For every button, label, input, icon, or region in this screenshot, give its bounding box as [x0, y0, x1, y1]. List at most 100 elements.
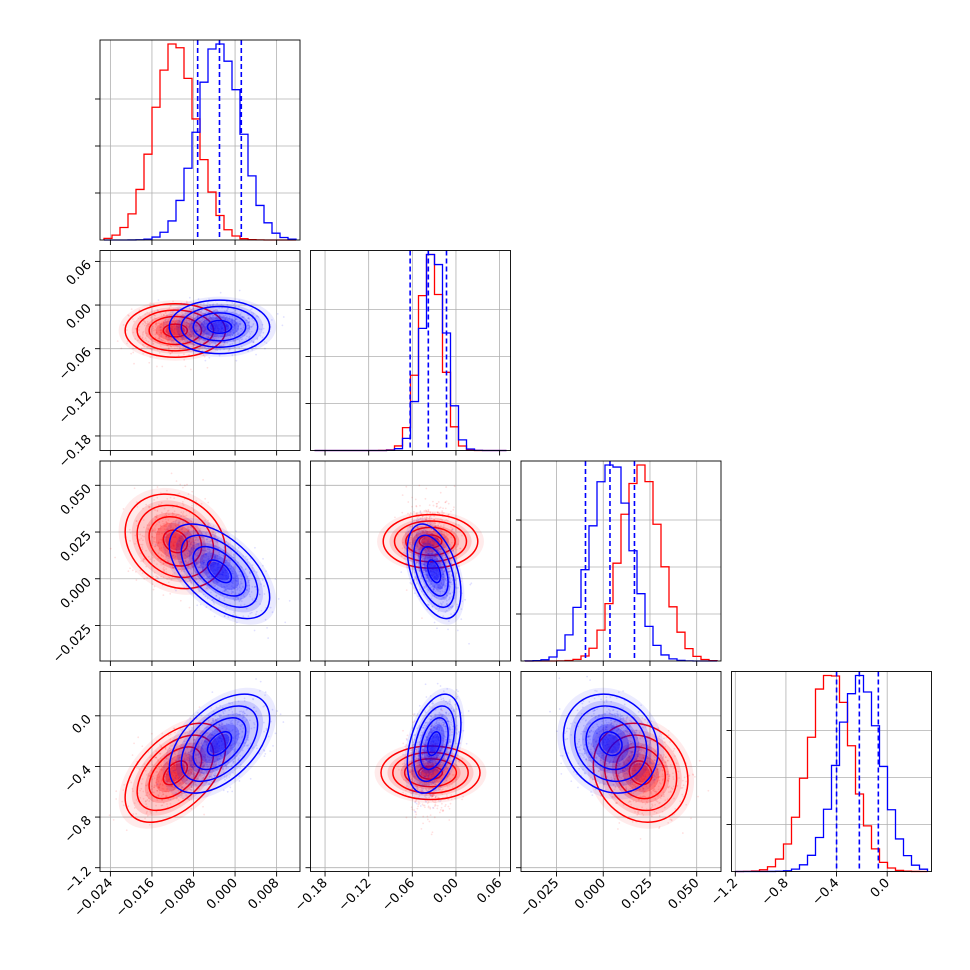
blue-sample-point [229, 568, 232, 570]
red-sample-point [217, 323, 220, 326]
blue-sample-point [225, 590, 228, 593]
blue-sample-point [228, 564, 230, 567]
red-sample-point [109, 547, 112, 550]
red-sample-point [171, 506, 174, 509]
blue-sample-point [234, 577, 237, 580]
red-density-fill [401, 525, 460, 558]
blue-sample-point [413, 579, 416, 581]
red-sample-point [176, 325, 179, 328]
red-sample-point [191, 490, 194, 493]
red-sample-point [416, 560, 419, 563]
red-sample-point [180, 561, 183, 564]
blue-sample-point [201, 330, 204, 333]
red-sample-point [143, 535, 145, 538]
blue-sample-point [197, 543, 200, 546]
blue-sample-point [282, 721, 285, 723]
blue-sample-point [437, 586, 440, 589]
red-sample-point [441, 519, 444, 522]
blue-sample-point [218, 551, 221, 554]
red-sample-point [425, 576, 428, 579]
blue-sample-point [205, 571, 208, 574]
red-sample-point [430, 580, 433, 582]
red-sample-point [141, 745, 144, 748]
red-sample-point [192, 335, 195, 338]
blue-sample-point [433, 585, 436, 588]
blue-sample-point [208, 341, 210, 344]
blue-sample-point [266, 626, 268, 629]
red-sample-point [172, 544, 175, 547]
red-sample-point [433, 572, 436, 575]
blue-sample-point [188, 332, 190, 334]
blue-sample-point [248, 326, 251, 329]
blue-sample-point [439, 590, 442, 593]
blue-sample-point [245, 588, 248, 591]
red-sample-point [184, 560, 186, 562]
red-sample-point [134, 327, 137, 330]
blue-sample-point [448, 581, 451, 583]
blue-sample-point [220, 329, 223, 332]
blue-sample-point [220, 344, 223, 347]
blue-sample-point [261, 579, 264, 581]
blue-sample-point [228, 348, 231, 351]
red-sample-point [173, 572, 176, 574]
blue-sample-point [197, 551, 200, 554]
blue-sample-point [265, 570, 268, 573]
red-sample-point [153, 585, 156, 588]
blue-sample-point [211, 577, 214, 580]
blue-sample-point [237, 597, 240, 600]
blue-sample-point [211, 599, 214, 602]
blue-sample-point [233, 568, 235, 570]
blue-sample-point [214, 348, 217, 351]
blue-sample-point [444, 560, 447, 563]
red-sample-point [176, 513, 179, 516]
blue-sample-point [225, 574, 228, 577]
blue-sample-point [235, 312, 238, 315]
blue-sample-point [232, 308, 235, 311]
blue-sample-point [227, 543, 230, 546]
red-sample-point [182, 522, 184, 525]
red-sample-point [181, 338, 184, 341]
blue-sample-point [187, 540, 190, 543]
blue-sample-point [437, 538, 439, 541]
blue-sample-point [262, 327, 265, 330]
blue-sample-point [219, 593, 222, 596]
blue-sample-point [213, 310, 215, 312]
red-sample-point [179, 539, 182, 542]
blue-sample-point [241, 575, 244, 578]
red-sample-point [442, 512, 445, 514]
red-sample-point [175, 333, 178, 336]
blue-sample-point [188, 545, 191, 548]
blue-sample-point [193, 558, 196, 560]
blue-sample-point [222, 324, 225, 327]
blue-sample-point [223, 334, 225, 336]
red-sample-point [423, 531, 426, 534]
blue-sample-point [440, 582, 443, 585]
blue-sample-point [216, 575, 219, 578]
red-sample-point [189, 331, 192, 333]
blue-sample-point [189, 323, 192, 325]
red-sample-point [150, 328, 153, 331]
red-sample-point [162, 339, 165, 342]
red-sample-point [431, 556, 433, 559]
blue-sample-point [202, 562, 205, 565]
blue-sample-point [200, 323, 203, 325]
blue-sample-point [220, 325, 222, 328]
red-sample-point [161, 520, 164, 523]
red-sample-point [188, 539, 190, 542]
blue-sample-point [216, 310, 219, 313]
red-sample-point [165, 528, 168, 531]
blue-sample-point [202, 571, 205, 574]
blue-sample-point [219, 348, 222, 351]
blue-sample-point [219, 291, 222, 294]
red-sample-point [430, 532, 433, 535]
red-sample-point [142, 338, 145, 341]
panel-frame-1-0 [99, 250, 301, 451]
red-sample-point [445, 486, 448, 488]
blue-sample-point [232, 580, 235, 582]
red-sample-point [134, 338, 136, 340]
blue-sample-point [217, 321, 220, 324]
blue-sample-point [248, 572, 251, 575]
blue-sample-point [181, 318, 183, 321]
red-sample-point [168, 523, 171, 525]
